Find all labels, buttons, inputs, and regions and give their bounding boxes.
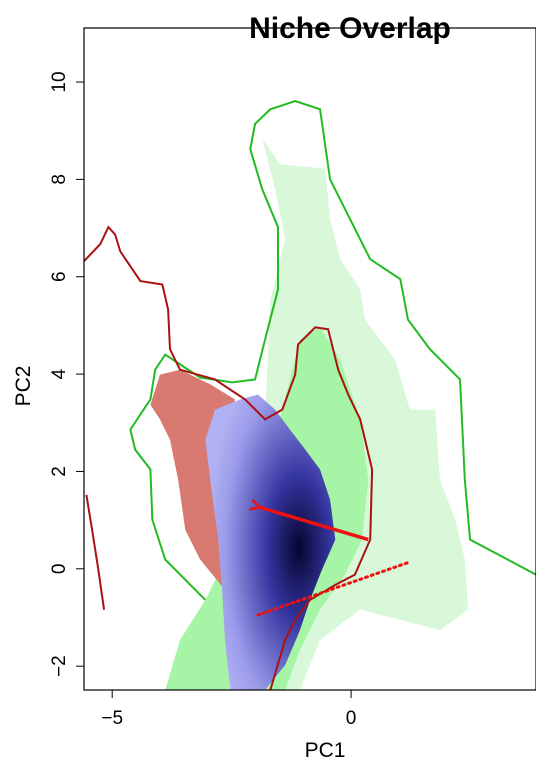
contour-line xyxy=(84,225,374,690)
y-tick-label: 4 xyxy=(49,368,70,379)
plot-frame xyxy=(83,27,536,691)
y-axis-label: PC2 xyxy=(12,366,35,407)
x-axis-label: PC1 xyxy=(305,739,346,762)
contour-line xyxy=(129,99,536,601)
contour-line xyxy=(85,494,106,610)
y-tick-label: 0 xyxy=(49,564,70,575)
centroid-arrow xyxy=(260,507,369,542)
chart-title: Niche Overlap xyxy=(249,12,451,45)
y-tick-label: 10 xyxy=(49,71,70,92)
x-tick-label: 0 xyxy=(346,708,357,729)
y-tick-label: 6 xyxy=(49,271,70,282)
y-tick-label: 8 xyxy=(49,174,70,185)
density-area xyxy=(205,394,336,690)
y-tick-label: 2 xyxy=(49,466,70,477)
shift-line xyxy=(256,560,412,617)
y-tick-label: −2 xyxy=(49,655,70,677)
x-tick-label: −5 xyxy=(101,708,123,729)
plot-area xyxy=(84,99,536,690)
